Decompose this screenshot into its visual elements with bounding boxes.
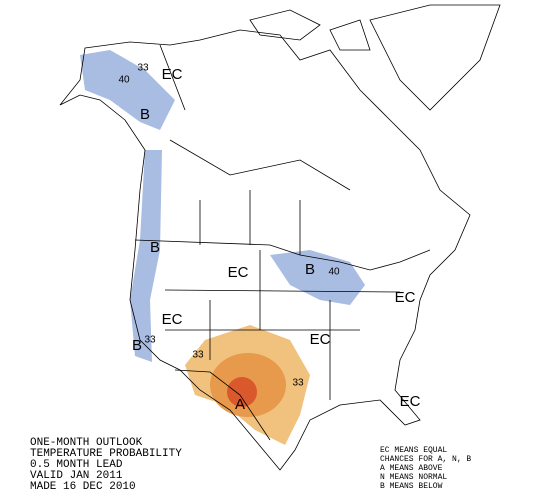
below-region bbox=[80, 50, 175, 130]
map-label: 33 bbox=[192, 350, 204, 361]
below-region bbox=[130, 150, 162, 362]
legend-line: N MEANS NORMAL bbox=[380, 473, 447, 482]
map-label: B bbox=[132, 337, 142, 354]
caption-line: VALID JAN 2011 bbox=[30, 470, 123, 482]
legend-line: CHANCES FOR A, N, B bbox=[380, 455, 471, 464]
caption-line: 0.5 MONTH LEAD bbox=[30, 459, 123, 471]
map-label: EC bbox=[310, 331, 331, 348]
map-label: EC bbox=[162, 311, 183, 328]
map-label: EC bbox=[162, 66, 183, 83]
caption-line: MADE 16 DEC 2010 bbox=[30, 481, 136, 493]
legend-line: B MEANS BELOW bbox=[380, 482, 443, 491]
map-label: A bbox=[235, 396, 245, 413]
islands bbox=[249, 9, 371, 51]
legend-line: A MEANS ABOVE bbox=[380, 464, 443, 473]
map-label: B bbox=[150, 239, 160, 256]
caption-line: ONE-MONTH OUTLOOK bbox=[30, 437, 143, 449]
map-label: 33 bbox=[144, 335, 156, 346]
caption-line: TEMPERATURE PROBABILITY bbox=[30, 448, 182, 460]
greenland bbox=[369, 4, 501, 111]
state-lines bbox=[164, 139, 401, 400]
map-label: B bbox=[140, 106, 150, 123]
map-label: EC bbox=[395, 289, 416, 306]
map-label: 33 bbox=[137, 63, 149, 74]
borders bbox=[134, 44, 431, 441]
map-label: 40 bbox=[118, 75, 130, 86]
map-label: 33 bbox=[292, 378, 304, 389]
above-region bbox=[227, 377, 257, 407]
legend-line: EC MEANS EQUAL bbox=[380, 446, 447, 455]
map-label: EC bbox=[400, 393, 421, 410]
map-label: EC bbox=[228, 264, 249, 281]
map-label: 40 bbox=[328, 267, 340, 278]
map-label: B bbox=[305, 261, 315, 278]
coastline bbox=[59, 29, 471, 471]
